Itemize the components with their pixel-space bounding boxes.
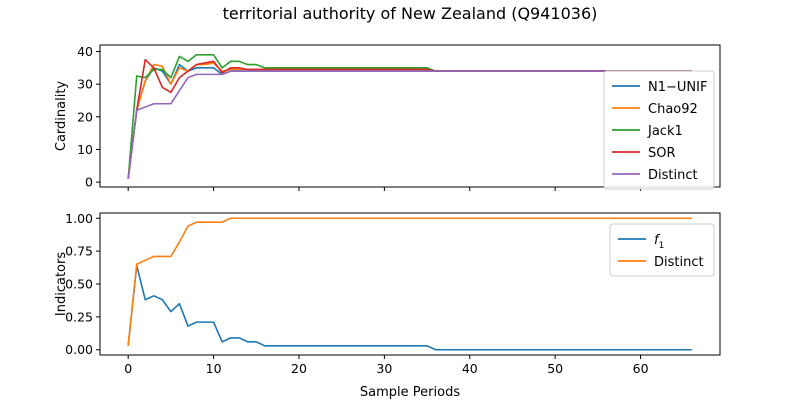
legend-entry: SOR	[648, 146, 676, 161]
y-tick-label: 40	[77, 44, 93, 59]
legend: N1−UNIF Chao92 Jack1 SOR Distinct	[603, 70, 715, 190]
legend-entry: Distinct	[648, 168, 698, 183]
legend-entry-label: Jack1	[647, 124, 683, 139]
x-tick-label: 30	[376, 361, 392, 376]
axes-frame	[99, 44, 721, 188]
series-line-distinct	[127, 217, 692, 346]
y-tick-label: 0.75	[65, 244, 93, 259]
series-line-distinct	[127, 70, 692, 179]
legend-entry-label: N1−UNIF	[648, 80, 707, 95]
legend-entry-label: Distinct	[648, 168, 698, 183]
y-tick-label: 10	[77, 142, 93, 157]
legend-box	[603, 70, 715, 190]
series-line-f	[127, 264, 692, 351]
x-tick-label: 0	[124, 361, 132, 376]
legend: f1 Distinct	[609, 223, 715, 277]
y-tick-label: 30	[77, 77, 93, 92]
y-tick-label: 20	[77, 109, 93, 124]
legend-entry-label: Chao92	[648, 102, 698, 117]
x-axis-label: Sample Periods	[360, 385, 460, 400]
figure-title: territorial authority of New Zealand (Q9…	[223, 4, 598, 23]
y-axis-label: Indicators	[54, 252, 69, 316]
x-tick-label: 50	[547, 361, 563, 376]
x-tick-label: 40	[462, 361, 478, 376]
legend-entry: N1−UNIF	[648, 80, 707, 95]
legend-entry: f1	[654, 233, 664, 251]
cardinality-panel: 0 10 20 30 40 Cardinality N1−UNIF Chao92 Jack1 SO…	[54, 44, 721, 191]
legend-entry: Distinct	[654, 255, 704, 270]
legend-entry-label: SOR	[648, 146, 676, 161]
legend-entry-label: f	[654, 233, 661, 248]
y-axis-label: Cardinality	[54, 81, 69, 152]
legend-box	[609, 223, 715, 277]
legend-entry: Jack1	[647, 124, 683, 139]
y-tick-label: 1.00	[65, 211, 93, 226]
x-tick-label: 20	[291, 361, 307, 376]
y-tick-label: 0.00	[65, 342, 93, 357]
legend-entry-subscript: 1	[659, 241, 665, 251]
legend-entry-label: Distinct	[654, 255, 704, 270]
x-tick-label: 10	[206, 361, 222, 376]
x-tick-label: 60	[633, 361, 649, 376]
y-tick-label: 0	[85, 175, 93, 190]
y-tick-label: 0.50	[65, 277, 93, 292]
y-tick-label: 0.25	[65, 309, 93, 324]
legend-entry: Chao92	[648, 102, 698, 117]
indicators-panel: 0.00 0.25 0.50 0.75 1.00 0 10 20 30 40 50 60 Indicat…	[54, 211, 721, 400]
